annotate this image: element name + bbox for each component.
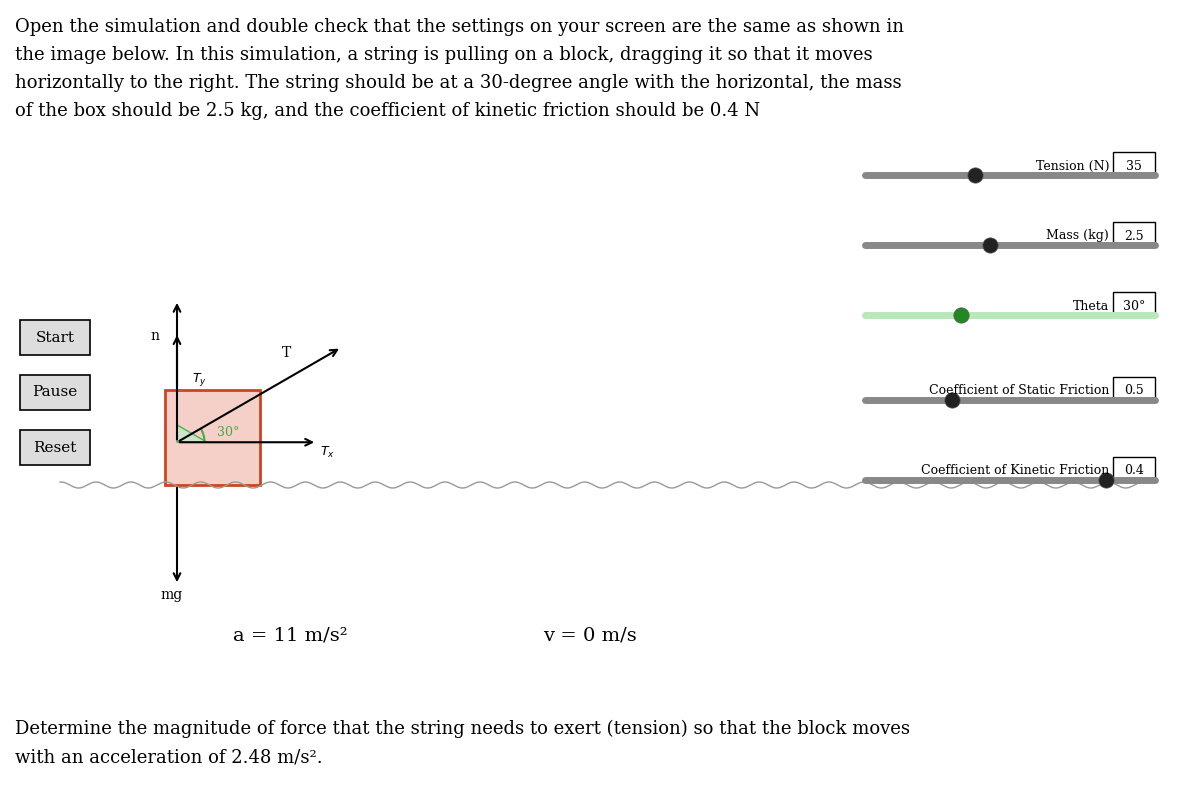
Text: Coefficient of Static Friction: Coefficient of Static Friction	[929, 385, 1109, 398]
Text: the image below. In this simulation, a string is pulling on a block, dragging it: the image below. In this simulation, a s…	[14, 46, 872, 64]
Text: 30°: 30°	[217, 426, 239, 440]
Bar	[1114, 292, 1154, 314]
Text: $T_y$: $T_y$	[192, 370, 206, 388]
Text: Open the simulation and double check that the settings on your screen are the sa: Open the simulation and double check tha…	[14, 18, 904, 36]
Bar	[166, 390, 260, 485]
Text: 35: 35	[1126, 160, 1142, 173]
Text: T: T	[282, 347, 292, 360]
Text: Theta: Theta	[1073, 300, 1109, 312]
Text: $T_x$: $T_x$	[319, 445, 335, 460]
Text: Mass (kg): Mass (kg)	[1046, 230, 1109, 242]
Text: 0.5: 0.5	[1124, 385, 1144, 398]
Text: a = 11 m/s²: a = 11 m/s²	[233, 626, 347, 644]
Text: with an acceleration of 2.48 m/s².: with an acceleration of 2.48 m/s².	[14, 748, 323, 766]
Bar	[1114, 152, 1154, 174]
Text: of the box should be 2.5 kg, and the coefficient of kinetic friction should be 0: of the box should be 2.5 kg, and the coe…	[14, 102, 760, 120]
Text: horizontally to the right. The string should be at a 30-degree angle with the ho: horizontally to the right. The string sh…	[14, 74, 901, 92]
Polygon shape	[178, 425, 208, 442]
Bar	[1114, 222, 1154, 244]
Text: v = 0 m/s: v = 0 m/s	[544, 626, 637, 644]
Text: Coefficient of Kinetic Friction: Coefficient of Kinetic Friction	[920, 464, 1109, 478]
Text: Start: Start	[36, 331, 74, 344]
Bar	[20, 320, 90, 355]
Text: mg: mg	[161, 588, 184, 602]
Bar	[20, 375, 90, 410]
Text: Reset: Reset	[34, 440, 77, 455]
Text: 30°: 30°	[1123, 300, 1145, 312]
Text: Pause: Pause	[32, 386, 78, 400]
Bar	[1114, 377, 1154, 399]
Text: Determine the magnitude of force that the string needs to exert (tension) so tha: Determine the magnitude of force that th…	[14, 720, 910, 739]
Text: 0.4: 0.4	[1124, 464, 1144, 478]
Text: Tension (N): Tension (N)	[1036, 160, 1109, 173]
Bar	[20, 430, 90, 465]
Text: n: n	[150, 329, 158, 343]
Bar	[1114, 457, 1154, 479]
Text: 2.5: 2.5	[1124, 230, 1144, 242]
